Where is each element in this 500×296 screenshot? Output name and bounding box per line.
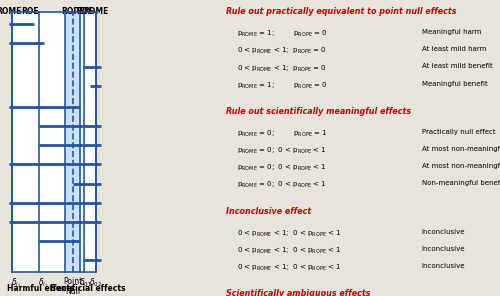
Text: $\delta_{02}$: $\delta_{02}$	[89, 277, 102, 289]
Text: Inconclusive: Inconclusive	[422, 229, 465, 234]
Text: p$_{\rm ROME}$ = 0;  0 < p$_{\rm ROPE}$ < 1: p$_{\rm ROME}$ = 0; 0 < p$_{\rm ROPE}$ <…	[237, 180, 326, 190]
Text: 0 < p$_{\rm ROME}$ < 1;  p$_{\rm ROPE}$ = 0: 0 < p$_{\rm ROME}$ < 1; p$_{\rm ROPE}$ =…	[237, 46, 327, 56]
Text: ROE: ROE	[76, 7, 94, 16]
Text: Beneficial effects: Beneficial effects	[50, 284, 126, 293]
Text: p$_{\rm ROME}$ = 1;         p$_{\rm ROPE}$ = 0: p$_{\rm ROME}$ = 1; p$_{\rm ROPE}$ = 0	[237, 29, 328, 39]
Text: At most non-meaningful benefit: At most non-meaningful benefit	[422, 163, 500, 169]
Text: Point
Null: Point Null	[63, 277, 82, 296]
Text: At least mild benefit: At least mild benefit	[422, 63, 492, 69]
Text: Inconclusive: Inconclusive	[422, 263, 465, 269]
Text: ROME: ROME	[83, 7, 108, 16]
Text: Meaningful harm: Meaningful harm	[422, 29, 481, 35]
Text: Rule out scientifically meaningful effects: Rule out scientifically meaningful effec…	[226, 107, 410, 116]
Text: ROPE: ROPE	[61, 7, 84, 16]
Bar	[65, 12, 80, 272]
Text: 0 < p$_{\rm ROME}$ < 1;  0 < p$_{\rm ROPE}$ < 1: 0 < p$_{\rm ROME}$ < 1; 0 < p$_{\rm ROPE…	[237, 246, 342, 256]
Text: ROE: ROE	[21, 7, 38, 16]
Text: At least mild harm: At least mild harm	[422, 46, 486, 52]
Text: At most non-meaningful harm: At most non-meaningful harm	[422, 146, 500, 152]
Text: 0 < p$_{\rm ROME}$ < 1;  0 < p$_{\rm ROPE}$ < 1: 0 < p$_{\rm ROME}$ < 1; 0 < p$_{\rm ROPE…	[237, 263, 342, 273]
Bar	[12, 12, 96, 272]
Text: p$_{\rm ROME}$ = 1;         p$_{\rm ROPE}$ = 0: p$_{\rm ROME}$ = 1; p$_{\rm ROPE}$ = 0	[237, 81, 328, 91]
Text: Inconclusive: Inconclusive	[422, 246, 465, 252]
Text: Non-meaningful benefit: Non-meaningful benefit	[422, 180, 500, 186]
Text: Harmful effects: Harmful effects	[7, 284, 74, 293]
Text: 0 < p$_{\rm ROME}$ < 1;  0 < p$_{\rm ROPE}$ < 1: 0 < p$_{\rm ROME}$ < 1; 0 < p$_{\rm ROPE…	[237, 229, 342, 239]
Text: ROME: ROME	[0, 7, 22, 16]
Text: 0 < p$_{\rm ROME}$ < 1;  p$_{\rm ROPE}$ = 0: 0 < p$_{\rm ROME}$ < 1; p$_{\rm ROPE}$ =…	[237, 63, 327, 73]
Text: Scientifically ambiguous effects: Scientifically ambiguous effects	[226, 289, 370, 296]
Text: $\delta_{l_2}$: $\delta_{l_2}$	[11, 277, 21, 290]
Text: $\delta_{01}$: $\delta_{01}$	[78, 277, 92, 289]
Text: Inconclusive effect: Inconclusive effect	[226, 207, 311, 216]
Text: p$_{\rm ROME}$ = 0;  0 < p$_{\rm ROPE}$ < 1: p$_{\rm ROME}$ = 0; 0 < p$_{\rm ROPE}$ <…	[237, 163, 326, 173]
Text: Practically null effect: Practically null effect	[422, 129, 495, 135]
Text: $\delta_{l_1}$: $\delta_{l_1}$	[38, 277, 48, 290]
Text: p$_{\rm ROME}$ = 0;  0 < p$_{\rm ROPE}$ < 1: p$_{\rm ROME}$ = 0; 0 < p$_{\rm ROPE}$ <…	[237, 146, 326, 156]
Text: Rule out practically equivalent to point null effects: Rule out practically equivalent to point…	[226, 7, 456, 16]
Bar	[12, 12, 96, 272]
Text: Meaningful benefit: Meaningful benefit	[422, 81, 488, 86]
Text: p$_{\rm ROME}$ = 0;         p$_{\rm ROPE}$ = 1: p$_{\rm ROME}$ = 0; p$_{\rm ROPE}$ = 1	[237, 129, 328, 139]
